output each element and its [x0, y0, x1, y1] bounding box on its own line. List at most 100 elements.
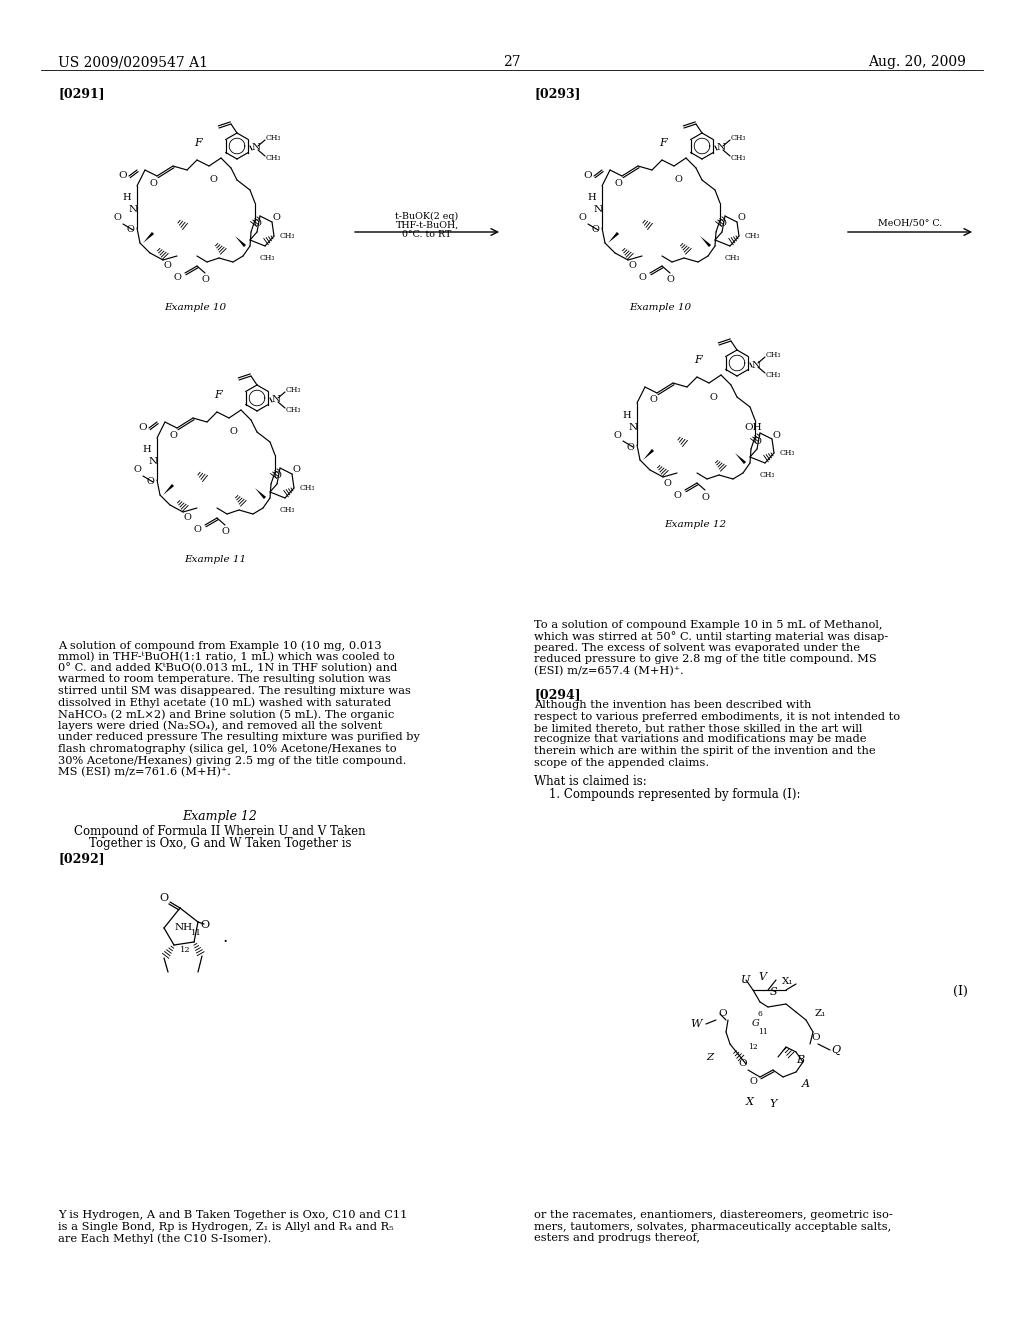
Text: Example 11: Example 11	[184, 554, 246, 564]
Text: O: O	[613, 430, 621, 440]
Text: CH₃: CH₃	[286, 385, 301, 393]
Text: O: O	[126, 226, 134, 235]
Text: O: O	[194, 525, 201, 535]
Text: N: N	[752, 360, 761, 370]
Text: CH₃: CH₃	[280, 506, 295, 513]
Text: O: O	[292, 466, 300, 474]
Text: Example 12: Example 12	[664, 520, 726, 529]
Text: 11: 11	[758, 1028, 768, 1036]
Text: Aug. 20, 2009: Aug. 20, 2009	[868, 55, 966, 69]
Text: V: V	[758, 972, 766, 982]
Text: stirred until SM was disappeared. The resulting mixture was: stirred until SM was disappeared. The re…	[58, 686, 411, 696]
Polygon shape	[643, 449, 654, 459]
Text: F: F	[195, 139, 202, 148]
Text: 6: 6	[758, 1010, 763, 1018]
Text: H: H	[623, 411, 632, 420]
Text: CH₃: CH₃	[766, 371, 781, 379]
Polygon shape	[700, 236, 711, 247]
Text: MeOH/50° C.: MeOH/50° C.	[878, 218, 942, 227]
Text: O: O	[579, 214, 586, 223]
Text: O: O	[628, 261, 636, 271]
Text: dissolved in Ethyl acetate (10 mL) washed with saturated: dissolved in Ethyl acetate (10 mL) washe…	[58, 697, 391, 708]
Text: O: O	[638, 273, 646, 282]
Text: N: N	[717, 144, 726, 153]
Text: scope of the appended claims.: scope of the appended claims.	[534, 758, 710, 767]
Text: CH₃: CH₃	[745, 232, 761, 240]
Text: 30% Acetone/Hexanes) giving 2.5 mg of the title compound.: 30% Acetone/Hexanes) giving 2.5 mg of th…	[58, 755, 407, 766]
Text: mmol) in THF-ᵗBuOH(1:1 ratio, 1 mL) which was cooled to: mmol) in THF-ᵗBuOH(1:1 ratio, 1 mL) whic…	[58, 652, 394, 661]
Text: which was stirred at 50° C. until starting material was disap-: which was stirred at 50° C. until starti…	[534, 631, 888, 643]
Text: esters and prodrugs thereof,: esters and prodrugs thereof,	[534, 1233, 700, 1243]
Text: [0292]: [0292]	[58, 851, 104, 865]
Text: Example 10: Example 10	[629, 304, 691, 312]
Text: O: O	[737, 214, 744, 223]
Text: MS (ESI) m/z=761.6 (M+H)⁺.: MS (ESI) m/z=761.6 (M+H)⁺.	[58, 767, 230, 776]
Text: O: O	[626, 442, 634, 451]
Text: O: O	[772, 430, 780, 440]
Text: O: O	[163, 261, 171, 271]
Polygon shape	[735, 453, 746, 465]
Text: CH₃: CH₃	[766, 351, 781, 359]
Polygon shape	[163, 484, 174, 495]
Text: A solution of compound from Example 10 (10 mg, 0.013: A solution of compound from Example 10 (…	[58, 640, 382, 651]
Text: CH₃: CH₃	[259, 253, 274, 261]
Text: CH₃: CH₃	[266, 154, 282, 162]
Text: Z₁: Z₁	[814, 1010, 825, 1019]
Text: O: O	[673, 491, 681, 499]
Text: O: O	[133, 466, 141, 474]
Text: 12: 12	[179, 946, 190, 954]
Text: respect to various preferred embodiments, it is not intended to: respect to various preferred embodiments…	[534, 711, 900, 722]
Text: 12: 12	[749, 1043, 758, 1051]
Text: 11: 11	[190, 929, 202, 937]
Text: peared. The excess of solvent was evaporated under the: peared. The excess of solvent was evapor…	[534, 643, 860, 653]
Text: S: S	[769, 987, 777, 997]
Text: O: O	[614, 178, 622, 187]
Text: THF-t-BuOH,: THF-t-BuOH,	[395, 220, 459, 230]
Text: [0294]: [0294]	[534, 688, 581, 701]
Text: therein which are within the spirit of the invention and the: therein which are within the spirit of t…	[534, 746, 876, 756]
Text: O: O	[649, 396, 657, 404]
Text: O: O	[113, 214, 121, 223]
Text: O: O	[209, 176, 217, 185]
Text: Example 12: Example 12	[182, 810, 257, 822]
Text: be limited thereto, but rather those skilled in the art will: be limited thereto, but rather those ski…	[534, 723, 862, 733]
Text: O: O	[201, 920, 210, 931]
Text: 0°C. to RT: 0°C. to RT	[402, 230, 452, 239]
Text: N: N	[629, 422, 638, 432]
Text: N: N	[252, 144, 261, 153]
Text: O: O	[584, 172, 592, 181]
Text: CH₃: CH₃	[300, 484, 315, 492]
Text: O: O	[709, 392, 717, 401]
Text: [0293]: [0293]	[534, 87, 581, 100]
Text: O: O	[701, 492, 709, 502]
Text: are Each Methyl (the C10 S-Isomer).: are Each Methyl (the C10 S-Isomer).	[58, 1233, 271, 1243]
Text: O: O	[738, 1060, 748, 1068]
Text: 1. Compounds represented by formula (I):: 1. Compounds represented by formula (I):	[534, 788, 801, 801]
Text: F: F	[214, 389, 222, 400]
Text: CH₃: CH₃	[286, 407, 301, 414]
Text: O: O	[273, 471, 281, 480]
Text: Together is Oxo, G and W Taken Together is: Together is Oxo, G and W Taken Together …	[89, 837, 351, 850]
Text: O: O	[169, 430, 177, 440]
Text: Q: Q	[831, 1045, 841, 1055]
Text: F: F	[659, 139, 667, 148]
Text: 0° C. and added KᵗBuO(0.013 mL, 1N in THF solution) and: 0° C. and added KᵗBuO(0.013 mL, 1N in TH…	[58, 663, 397, 673]
Text: O: O	[229, 428, 237, 437]
Text: O: O	[666, 276, 674, 285]
Text: O: O	[719, 1010, 727, 1019]
Text: mers, tautomers, solvates, pharmaceutically acceptable salts,: mers, tautomers, solvates, pharmaceutica…	[534, 1221, 891, 1232]
Text: CH₃: CH₃	[731, 154, 746, 162]
Text: F: F	[694, 355, 701, 366]
Text: O: O	[221, 528, 229, 536]
Text: US 2009/0209547 A1: US 2009/0209547 A1	[58, 55, 208, 69]
Text: CH₃: CH₃	[780, 449, 796, 457]
Text: O: O	[173, 273, 181, 282]
Text: (ESI) m/z=657.4 (M+H)⁺.: (ESI) m/z=657.4 (M+H)⁺.	[534, 667, 684, 676]
Text: (I): (I)	[953, 985, 968, 998]
Text: Z: Z	[707, 1052, 714, 1061]
Text: flash chromatography (silica gel, 10% Acetone/Hexanes to: flash chromatography (silica gel, 10% Ac…	[58, 743, 396, 754]
Text: or the racemates, enantiomers, diastereomers, geometric iso-: or the racemates, enantiomers, diastereo…	[534, 1210, 893, 1220]
Polygon shape	[608, 232, 620, 243]
Text: What is claimed is:: What is claimed is:	[534, 775, 647, 788]
Text: Y: Y	[769, 1100, 776, 1109]
